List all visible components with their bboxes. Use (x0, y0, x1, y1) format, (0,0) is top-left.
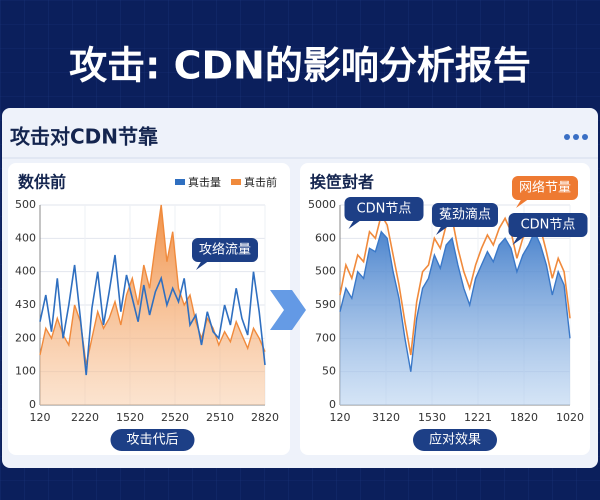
x-tick-label: 2820 (251, 411, 279, 424)
x-tick-label: 1221 (464, 411, 492, 424)
area-edge (339, 229, 571, 372)
annotation: CDN节点 (357, 202, 412, 217)
annotation-tail (436, 225, 450, 235)
annotation-box (508, 213, 588, 237)
x-tick-label: 2220 (71, 411, 99, 424)
x-axis-label-box (110, 429, 195, 451)
y-tick-label: 100 (15, 365, 36, 378)
x-tick-label: 3120 (372, 411, 400, 424)
y-tick-label: 0 (29, 398, 36, 411)
annotation-tail (516, 198, 530, 208)
x-tick-label: 120 (330, 411, 351, 424)
annotation-box (432, 203, 498, 227)
annotation: 攻络流量 (199, 242, 251, 258)
annotation: CDN节点 (521, 218, 576, 233)
panel-title: 攻击对CDN节靠 (10, 125, 158, 149)
annotation: 网络节量 (519, 180, 571, 196)
legend-swatch (231, 179, 241, 185)
legend-label: 真击前 (244, 175, 277, 189)
legend-swatch (175, 179, 185, 185)
y-tick-label: 400 (15, 231, 36, 244)
x-tick-label: 1820 (510, 411, 538, 424)
y-tick-label: 0 (329, 398, 336, 411)
y-tick-label: 400 (15, 265, 36, 278)
x-tick-label: 1520 (116, 411, 144, 424)
y-tick-label: 590 (315, 298, 336, 311)
chart-title: 数供前 (18, 173, 66, 192)
annotation-box (512, 176, 578, 200)
chart-title: 挨笸尌者 (310, 173, 374, 192)
y-tick-label: 700 (315, 331, 336, 344)
x-axis-label: 攻击代后 (126, 433, 178, 448)
y-tick-label: 500 (315, 265, 336, 278)
area (340, 231, 570, 405)
y-tick-label: 600 (315, 231, 336, 244)
x-tick-label: 2510 (206, 411, 234, 424)
annotation: 菟劲滴点 (439, 207, 491, 223)
area-edge (39, 204, 266, 366)
x-tick-label: 2520 (161, 411, 189, 424)
x-axis-label: 应对效果 (429, 432, 481, 448)
x-axis-label-box (413, 429, 497, 451)
annotation-tail (196, 260, 210, 270)
annotation-box (344, 197, 424, 221)
x-tick-label: 120 (30, 411, 51, 424)
y-tick-label: 500 (15, 198, 36, 211)
annotation-box (192, 238, 258, 262)
line (39, 254, 266, 376)
annotation-tail (348, 219, 363, 229)
arrow (270, 290, 306, 330)
x-tick-label: 1020 (556, 411, 584, 424)
y-tick-label: 5000 (308, 198, 336, 211)
annotation-tail (512, 235, 527, 245)
y-tick-label: 430 (15, 298, 36, 311)
x-tick-label: 1530 (418, 411, 446, 424)
y-tick-label: 200 (15, 331, 36, 344)
y-tick-label: 50 (322, 365, 336, 378)
legend-label: 真击量 (188, 175, 221, 189)
page-title: 攻击: CDN的影响分析报告 (69, 44, 531, 88)
more-menu[interactable] (564, 134, 588, 140)
